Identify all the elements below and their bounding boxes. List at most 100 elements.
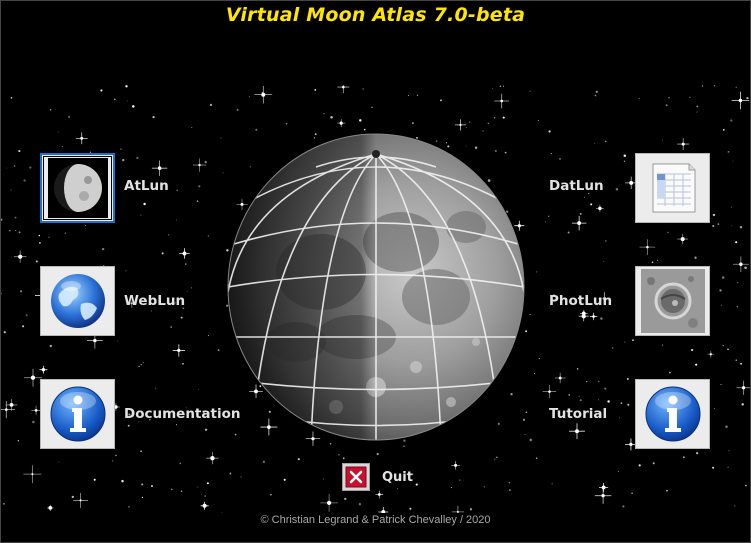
star <box>727 150 730 153</box>
star <box>10 189 12 191</box>
star <box>23 179 26 182</box>
star <box>619 417 620 419</box>
star <box>161 252 164 255</box>
star <box>714 408 716 410</box>
weblun-button[interactable] <box>40 266 115 336</box>
star <box>535 457 538 459</box>
star <box>740 362 743 365</box>
quit-button[interactable] <box>342 463 370 491</box>
star <box>508 482 510 484</box>
star <box>5 167 7 169</box>
star <box>712 213 716 217</box>
star <box>713 85 716 87</box>
star <box>598 380 600 382</box>
star <box>719 289 722 292</box>
star <box>202 503 207 508</box>
star <box>696 111 698 113</box>
star <box>558 157 562 160</box>
star <box>41 368 46 372</box>
star <box>416 94 419 96</box>
star <box>468 121 471 123</box>
star <box>548 390 551 393</box>
photlun-button[interactable] <box>635 266 710 336</box>
star <box>120 148 122 150</box>
spreadsheet-icon <box>652 163 695 213</box>
star <box>1 218 3 221</box>
star <box>500 99 504 103</box>
star <box>35 260 38 263</box>
star <box>598 399 600 401</box>
globe-icon <box>50 274 105 328</box>
star <box>1 292 2 295</box>
star <box>487 179 491 182</box>
star <box>416 136 418 139</box>
datlun-label[interactable]: DatLun <box>549 178 604 194</box>
star <box>32 420 35 424</box>
star <box>229 472 232 475</box>
star <box>359 119 362 122</box>
star <box>220 137 222 139</box>
star <box>259 385 262 388</box>
star <box>509 489 511 491</box>
star <box>182 307 185 310</box>
star <box>297 458 300 461</box>
documentation-label[interactable]: Documentation <box>124 406 241 422</box>
photlun-label[interactable]: PhotLun <box>549 293 613 309</box>
star <box>502 116 505 119</box>
star <box>152 115 155 119</box>
star <box>34 409 38 412</box>
star <box>376 452 379 456</box>
star <box>403 439 406 442</box>
star <box>141 496 144 499</box>
atlun-label[interactable]: AtLun <box>124 178 169 194</box>
star <box>198 185 201 188</box>
star <box>529 314 531 315</box>
star <box>694 256 697 259</box>
star <box>581 314 586 319</box>
tutorial-label[interactable]: Tutorial <box>549 406 608 422</box>
star <box>590 203 593 206</box>
star <box>397 488 399 490</box>
star <box>465 127 467 129</box>
star <box>601 494 605 498</box>
star <box>738 98 743 103</box>
star <box>551 483 553 485</box>
star <box>125 85 128 88</box>
weblun-label[interactable]: WebLun <box>124 293 186 309</box>
star <box>132 105 135 108</box>
atlun-button[interactable] <box>40 153 115 223</box>
star <box>577 221 582 226</box>
star <box>623 154 627 158</box>
star <box>584 196 586 198</box>
star <box>381 510 386 513</box>
star <box>605 240 607 242</box>
star <box>138 365 140 368</box>
star <box>362 88 364 90</box>
copyright-text: © Christian Legrand & Patrick Chevalley … <box>260 514 491 526</box>
star <box>2 502 5 505</box>
tutorial-button[interactable] <box>635 379 710 449</box>
moon-globe <box>227 133 525 441</box>
star <box>683 456 685 459</box>
star <box>207 335 210 337</box>
star <box>112 460 114 462</box>
star <box>493 116 496 119</box>
star <box>18 231 21 234</box>
star <box>721 304 723 306</box>
star <box>142 362 144 364</box>
star <box>736 305 739 308</box>
star <box>739 226 743 229</box>
star <box>494 149 497 153</box>
star <box>171 488 173 491</box>
star <box>29 166 32 169</box>
star <box>140 363 142 366</box>
datlun-button[interactable] <box>635 153 710 223</box>
star <box>121 479 124 483</box>
moon-phase-icon <box>47 158 108 218</box>
quit-label[interactable]: Quit <box>382 470 413 485</box>
star <box>249 166 251 168</box>
documentation-button[interactable] <box>40 379 115 449</box>
star <box>323 113 325 115</box>
star <box>537 120 539 122</box>
star <box>254 389 258 394</box>
